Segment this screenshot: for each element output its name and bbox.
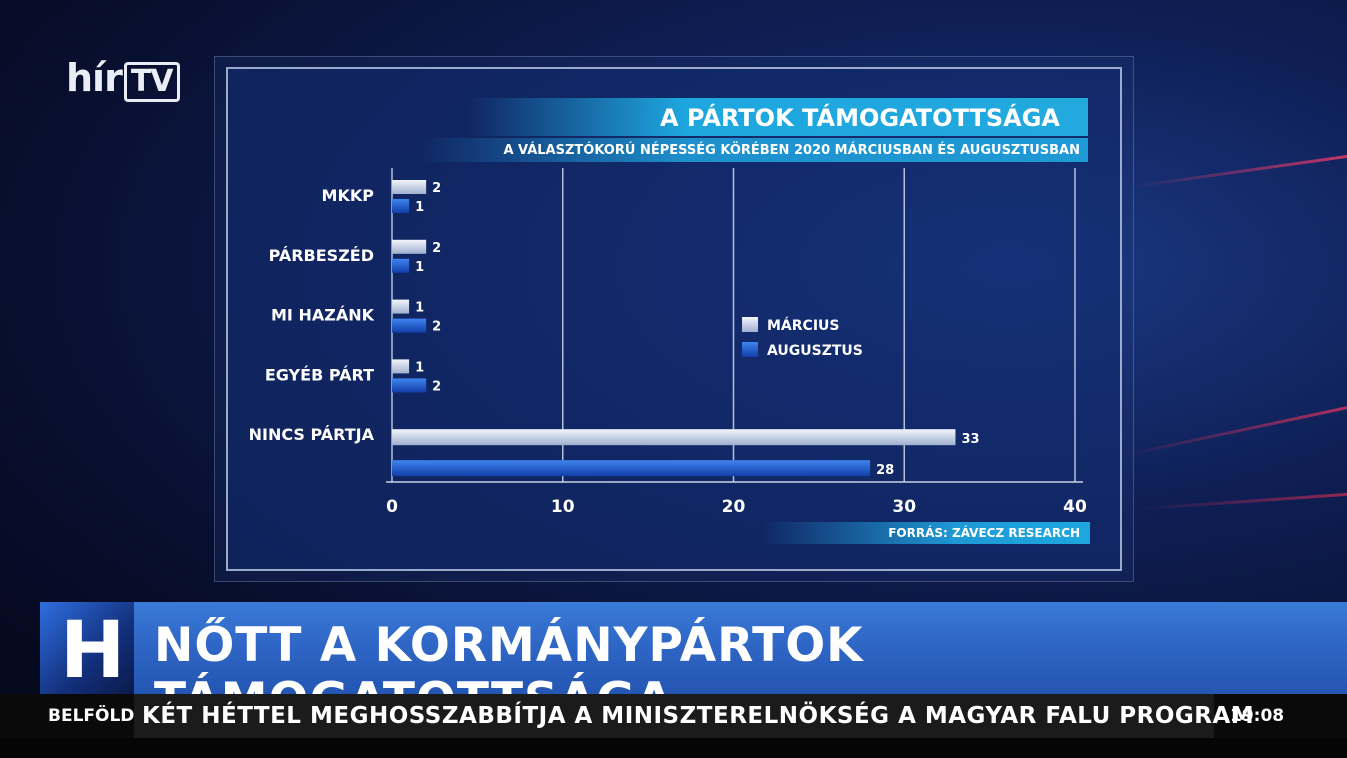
legend-label: AUGUSZTUS	[767, 343, 863, 359]
chart-subtitle-bar: A VÁLASZTÓKORÚ NÉPESSÉG KÖRÉBEN 2020 MÁR…	[420, 138, 1088, 162]
data-label: 2	[432, 181, 441, 196]
bar	[392, 429, 956, 446]
channel-logo-text: hír	[66, 56, 123, 100]
category-label: EGYÉB PÁRT	[265, 365, 374, 384]
bar	[392, 239, 427, 254]
category-label: PÁRBESZÉD	[269, 246, 374, 265]
ticker-category: BELFÖLD	[48, 706, 135, 726]
data-label: 28	[876, 463, 894, 478]
data-label: 2	[432, 241, 441, 256]
data-label: 1	[415, 200, 424, 215]
category-label: MI HAZÁNK	[271, 306, 375, 325]
bar	[392, 299, 410, 314]
category-label: MKKP	[322, 186, 375, 205]
headline-bar: NŐTT A KORMÁNYPÁRTOK TÁMOGATOTTSÁGA	[134, 602, 1347, 728]
badge-letter: H	[60, 606, 126, 696]
legend-label: MÁRCIUS	[767, 317, 839, 334]
data-label: 1	[415, 260, 424, 275]
legend-swatch	[742, 342, 758, 357]
channel-logo-tv: TV	[123, 62, 180, 102]
chart-source: FORRÁS: ZÁVECZ RESEARCH	[888, 526, 1080, 540]
channel-logo: hír TV	[66, 56, 180, 102]
chart-title: A PÁRTOK TÁMOGATOTTSÁGA	[660, 104, 1060, 132]
data-label: 33	[961, 432, 979, 447]
data-label: 1	[415, 360, 424, 375]
data-label: 2	[432, 320, 441, 335]
hirtv-h-badge: H	[40, 602, 134, 696]
ticker-text: KÉT HÉTTEL MEGHOSSZABBÍTJA A MINISZTEREL…	[142, 703, 1255, 729]
news-ticker: BELFÖLD KÉT HÉTTEL MEGHOSSZABBÍTJA A MIN…	[0, 694, 1347, 738]
legend-swatch	[742, 317, 758, 332]
bar	[392, 318, 427, 333]
x-tick-label: 40	[1063, 497, 1087, 517]
chart-source-bar: FORRÁS: ZÁVECZ RESEARCH	[760, 522, 1090, 544]
category-label: NINCS PÁRTJA	[249, 425, 375, 444]
ticker-time: 19:08	[1230, 706, 1285, 726]
bar	[392, 460, 871, 477]
bar	[392, 199, 410, 213]
bar	[392, 378, 427, 393]
bar	[392, 180, 427, 194]
chart-title-bar: A PÁRTOK TÁMOGATOTTSÁGA	[468, 98, 1088, 136]
x-tick-label: 20	[722, 497, 746, 517]
data-label: 2	[432, 379, 441, 394]
ticker-box: KÉT HÉTTEL MEGHOSSZABBÍTJA A MINISZTEREL…	[134, 694, 1254, 738]
bar	[392, 359, 410, 374]
bottom-strip	[0, 738, 1347, 758]
chart-subtitle: A VÁLASZTÓKORÚ NÉPESSÉG KÖRÉBEN 2020 MÁR…	[503, 143, 1080, 158]
x-tick-label: 0	[386, 497, 398, 517]
x-tick-label: 10	[551, 497, 575, 517]
data-label: 1	[415, 301, 424, 316]
x-tick-label: 30	[892, 497, 916, 517]
bar	[392, 258, 410, 273]
